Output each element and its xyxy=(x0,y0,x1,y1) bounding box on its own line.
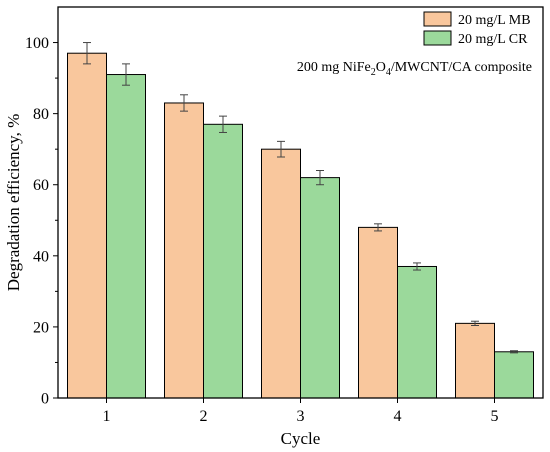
bar-20-mg-l-cr-cycle-1 xyxy=(106,74,146,399)
legend-swatch-0 xyxy=(423,11,452,27)
annotation-mid: O xyxy=(376,60,386,75)
y-tick-label-20: 20 xyxy=(33,319,49,336)
bar-20-mg-l-mb-cycle-1 xyxy=(67,52,107,399)
annotation-suffix: /MWCNT/CA composite xyxy=(391,60,532,75)
bar-20-mg-l-mb-cycle-5 xyxy=(455,322,495,399)
x-tick-label-4: 4 xyxy=(394,408,402,425)
y-tick-label-80: 80 xyxy=(33,106,49,123)
plot-frame xyxy=(57,6,544,399)
legend-swatch-1 xyxy=(423,30,452,46)
bar-20-mg-l-cr-cycle-4 xyxy=(397,265,437,399)
y-axis-ticks: 0 20 40 60 80 100 xyxy=(25,35,58,408)
x-tick-label-3: 3 xyxy=(297,408,305,425)
x-axis-label: Cycle xyxy=(281,429,321,448)
legend: 20 mg/L MB 20 mg/L CR xyxy=(423,11,531,47)
y-tick-label-0: 0 xyxy=(41,391,49,408)
error-bars-layer xyxy=(83,42,518,354)
bars-layer xyxy=(67,52,534,399)
x-tick-label-5: 5 xyxy=(491,408,499,425)
bar-20-mg-l-cr-cycle-2 xyxy=(203,123,243,399)
legend-label-1: 20 mg/L CR xyxy=(458,32,528,47)
annotation-prefix: 200 mg NiFe xyxy=(297,60,371,75)
bar-20-mg-l-mb-cycle-3 xyxy=(261,148,301,399)
y-axis-label: Degradation efficiency, % xyxy=(4,114,23,291)
y-tick-label-100: 100 xyxy=(25,35,49,52)
y-tick-label-40: 40 xyxy=(33,248,49,265)
x-tick-label-1: 1 xyxy=(103,408,111,425)
annotation-sub2: 4 xyxy=(386,67,391,78)
bar-20-mg-l-mb-cycle-2 xyxy=(164,102,204,399)
bar-20-mg-l-mb-cycle-4 xyxy=(358,226,398,399)
y-tick-label-60: 60 xyxy=(33,177,49,194)
legend-label-0: 20 mg/L MB xyxy=(458,13,531,28)
annotation-sub1: 2 xyxy=(371,67,376,78)
bar-20-mg-l-cr-cycle-3 xyxy=(300,177,340,399)
composite-annotation: 200 mg NiFe2O4/MWCNT/CA composite xyxy=(297,60,532,78)
x-axis-ticks: 1 2 3 4 5 xyxy=(103,398,499,425)
x-tick-label-2: 2 xyxy=(200,408,208,425)
bar-20-mg-l-cr-cycle-5 xyxy=(494,351,534,399)
